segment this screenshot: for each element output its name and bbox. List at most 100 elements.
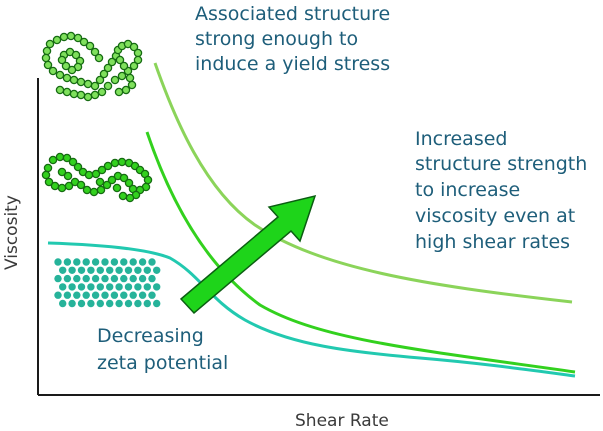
particle-dot	[63, 274, 72, 283]
particle-dot	[61, 61, 71, 71]
particle-dot	[90, 90, 100, 100]
particle-dot	[77, 283, 86, 291]
particle-dot	[138, 258, 147, 266]
particle-dot	[41, 53, 51, 63]
particle-dot	[138, 291, 147, 299]
particle-dot	[43, 163, 53, 173]
particle-dot	[41, 170, 51, 180]
particle-dot	[59, 299, 67, 308]
annotation-bottom-line: zeta potential	[97, 352, 228, 374]
particle-dot	[52, 35, 62, 45]
particle-dot	[82, 258, 90, 266]
particle-dot	[110, 75, 120, 85]
particle-dot	[143, 283, 151, 291]
annotation-right-line: Increased	[415, 128, 507, 150]
annotation-top-line: strong enough to	[195, 28, 358, 50]
particle-dot	[143, 299, 151, 308]
curve-medium-structure	[145, 131, 576, 374]
particle-dot	[68, 157, 78, 167]
particle-dot	[73, 274, 81, 283]
particle-dot	[121, 85, 131, 95]
particle-dot	[134, 266, 142, 274]
x-axis-label: Shear Rate	[295, 411, 389, 431]
particle-dot	[54, 258, 62, 266]
particle-dot	[87, 283, 95, 291]
particle-dot	[55, 152, 65, 162]
particle-dot	[42, 46, 52, 56]
particle-dot	[120, 291, 128, 299]
particle-dot	[91, 274, 100, 283]
particle-dot	[110, 274, 119, 283]
particle-dot	[148, 258, 156, 266]
particle-dot	[96, 283, 105, 291]
particle-dot	[115, 266, 123, 274]
particle-chain-icon	[41, 152, 153, 203]
particle-dot	[84, 170, 94, 180]
particle-dot	[85, 41, 95, 51]
particle-dot	[63, 291, 72, 299]
particle-dot	[76, 90, 86, 100]
particle-dot	[129, 61, 139, 71]
y-axis-label: Viscosity	[2, 195, 22, 270]
particle-dot	[67, 65, 77, 75]
particle-dot	[82, 291, 90, 299]
particle-dot	[127, 80, 137, 90]
particle-dot	[83, 92, 93, 102]
particle-dot	[99, 69, 109, 79]
particle-dot	[54, 291, 62, 299]
particle-dot	[129, 274, 137, 283]
annotation-bottom-line: Decreasing	[97, 325, 204, 347]
particle-dot	[87, 266, 95, 274]
particle-dot	[82, 274, 90, 283]
particle-dot	[69, 75, 79, 85]
particle-dot	[59, 266, 67, 274]
annotation-top: Associated structure strong enough to in…	[195, 3, 396, 75]
particle-dot	[103, 161, 113, 171]
particle-dot	[107, 57, 117, 67]
particle-dot	[110, 291, 119, 299]
particle-dot	[124, 283, 133, 291]
particle-dot	[59, 283, 67, 291]
particle-dot	[117, 157, 127, 167]
particle-dot	[45, 39, 55, 49]
curve-dispersed	[47, 241, 576, 378]
particle-dot	[76, 77, 86, 87]
particle-dot	[134, 283, 142, 291]
particle-dot	[101, 291, 109, 299]
particle-dot	[44, 177, 54, 187]
particle-dot	[102, 180, 112, 190]
particle-dot	[115, 283, 123, 291]
particle-dot	[129, 291, 137, 299]
particle-dot	[57, 183, 67, 193]
particle-dot	[112, 183, 122, 193]
particle-dot	[57, 167, 67, 177]
annotation-right-line: to increase	[415, 179, 520, 201]
particle-dot	[107, 175, 117, 185]
particle-dot	[117, 71, 127, 81]
particle-dot	[69, 89, 79, 99]
particle-dot	[63, 258, 72, 266]
particle-dot	[115, 299, 123, 308]
particle-dot	[66, 31, 76, 41]
particle-dot	[97, 165, 107, 175]
particle-dot	[101, 258, 109, 266]
particle-dot	[95, 75, 105, 85]
particle-dot	[148, 291, 156, 299]
particle-dot	[77, 299, 86, 308]
particle-dot	[110, 258, 119, 266]
particle-dot	[77, 266, 86, 274]
particle-dot	[90, 81, 100, 91]
particle-dot	[87, 299, 95, 308]
particle-dot	[62, 87, 72, 97]
particle-dot	[91, 291, 100, 299]
particle-dot	[124, 266, 133, 274]
particle-dot	[62, 73, 72, 83]
particle-dot	[133, 55, 143, 65]
particle-dot	[106, 283, 114, 291]
annotation-top-line: induce a yield stress	[195, 53, 390, 75]
particle-dot	[62, 153, 72, 163]
particle-dot	[83, 79, 93, 89]
annotation-right-line: high shear rates	[415, 231, 570, 253]
particle-dot	[94, 53, 104, 63]
